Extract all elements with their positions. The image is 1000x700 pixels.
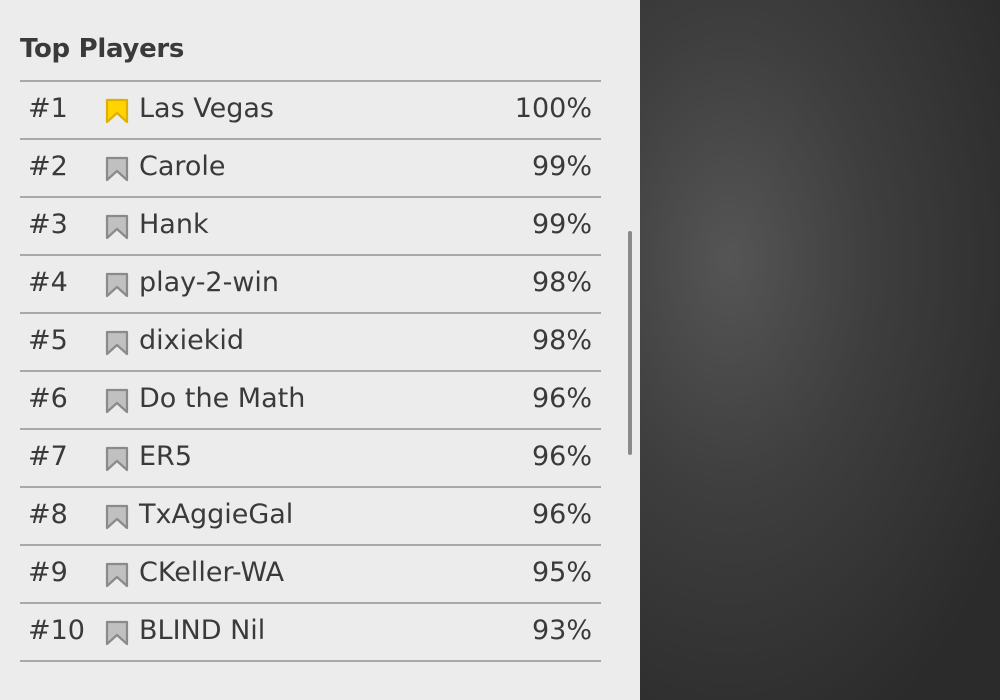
player-name: Hank [139,209,209,240]
bookmark-gray-icon [105,446,129,472]
bookmark-gray-icon [105,272,129,298]
scrollbar[interactable] [628,231,632,455]
bookmark-gray-icon [105,562,129,588]
player-name: CKeller-WA [139,557,285,588]
players-list: #1 Las Vegas 100% #2 Carole 99% #3 Hank 99% #4 pla… [20,80,601,662]
player-name: BLIND Nil [139,615,266,646]
player-rank: #5 [28,325,68,356]
bookmark-gray-icon [105,214,129,240]
player-rank: #1 [28,93,68,124]
player-percent: 95% [531,557,592,588]
background-area [640,0,1000,700]
player-rank: #3 [28,209,68,240]
player-percent: 93% [531,615,592,646]
player-row[interactable]: #7 ER5 96% [20,430,601,488]
bookmark-gray-icon [105,504,129,530]
player-percent: 100% [514,93,592,124]
panel-title: Top Players [20,34,185,64]
leaderboard-panel: Top Players #1 Las Vegas 100% #2 Carole 99% #3… [0,0,640,700]
player-rank: #8 [28,499,68,530]
player-row[interactable]: #4 play-2-win 98% [20,256,601,314]
player-percent: 96% [531,499,592,530]
bookmark-gray-icon [105,156,129,182]
player-row[interactable]: #2 Carole 99% [20,140,601,198]
player-rank: #6 [28,383,68,414]
player-name: dixiekid [139,325,245,356]
player-percent: 96% [531,383,592,414]
player-name: Carole [139,151,226,182]
player-percent: 99% [531,151,592,182]
player-row[interactable]: #6 Do the Math 96% [20,372,601,430]
player-name: Do the Math [139,383,306,414]
bookmark-gray-icon [105,388,129,414]
player-row[interactable]: #10 BLIND Nil 93% [20,604,601,662]
bookmark-gray-icon [105,620,129,646]
player-row[interactable]: #8 TxAggieGal 96% [20,488,601,546]
player-rank: #7 [28,441,68,472]
player-row[interactable]: #3 Hank 99% [20,198,601,256]
player-rank: #9 [28,557,68,588]
player-row[interactable]: #5 dixiekid 98% [20,314,601,372]
player-percent: 98% [531,325,592,356]
player-name: TxAggieGal [139,499,294,530]
player-name: play-2-win [139,267,280,298]
player-name: ER5 [139,441,192,472]
player-row[interactable]: #1 Las Vegas 100% [20,82,601,140]
player-rank: #2 [28,151,68,182]
bookmark-gold-icon [105,98,129,124]
player-row[interactable]: #9 CKeller-WA 95% [20,546,601,604]
player-percent: 99% [531,209,592,240]
player-percent: 98% [531,267,592,298]
player-percent: 96% [531,441,592,472]
player-name: Las Vegas [139,93,274,124]
player-rank: #4 [28,267,68,298]
bookmark-gray-icon [105,330,129,356]
player-rank: #10 [28,615,85,646]
